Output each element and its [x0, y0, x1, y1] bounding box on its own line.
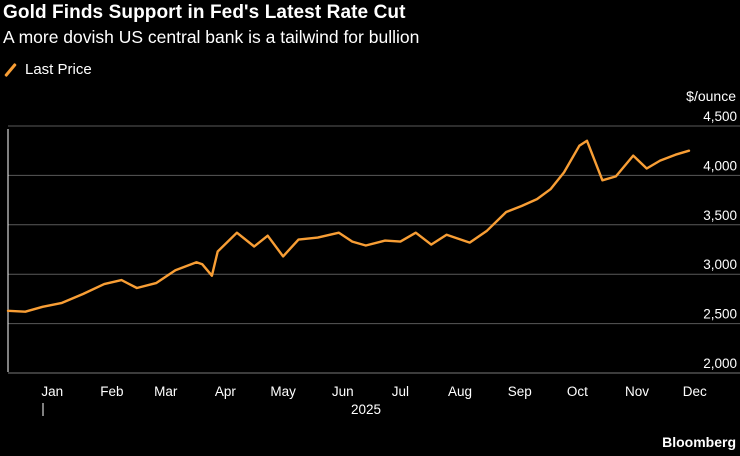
- x-tick-label: May: [270, 384, 296, 399]
- x-tick-label: Jul: [392, 384, 409, 399]
- x-axis: Jan Feb Mar Apr May Jun Jul Aug Sep Oct Nov Dec: [41, 384, 707, 399]
- y-axis-unit-label: $/ounce: [686, 88, 736, 104]
- legend: Last Price: [3, 61, 92, 78]
- x-tick-label: Dec: [683, 384, 707, 399]
- legend-label: Last Price: [25, 61, 92, 78]
- x-tick-label: Nov: [625, 384, 649, 399]
- y-tick-label: 4,000: [703, 158, 737, 173]
- series-line-last-price: [6, 139, 691, 313]
- y-tick-label: 2,000: [703, 356, 737, 371]
- y-tick-label: 3,000: [703, 257, 737, 272]
- x-tick-label: Feb: [100, 384, 123, 399]
- year-label: 2025: [351, 402, 381, 417]
- x-tick-label: Jun: [332, 384, 354, 399]
- y-tick-label: 3,500: [703, 208, 737, 223]
- x-tick-label: Oct: [567, 384, 588, 399]
- x-tick-label: Apr: [215, 384, 237, 399]
- y-tick-label: 4,500: [703, 109, 737, 124]
- y-axis: 2,000 2,500 3,000 3,500 4,000 4,500: [703, 109, 737, 371]
- chart-subtitle: A more dovish US central bank is a tailw…: [3, 27, 420, 47]
- x-tick-label: Mar: [154, 384, 178, 399]
- x-tick-label: Sep: [508, 384, 532, 399]
- x-tick-label: Aug: [448, 384, 472, 399]
- source-label: Bloomberg: [662, 434, 736, 450]
- x-tick-label: Jan: [41, 384, 63, 399]
- y-tick-label: 2,500: [703, 307, 737, 322]
- chart-title: Gold Finds Support in Fed's Latest Rate …: [3, 2, 406, 23]
- grid-lines: [8, 125, 740, 374]
